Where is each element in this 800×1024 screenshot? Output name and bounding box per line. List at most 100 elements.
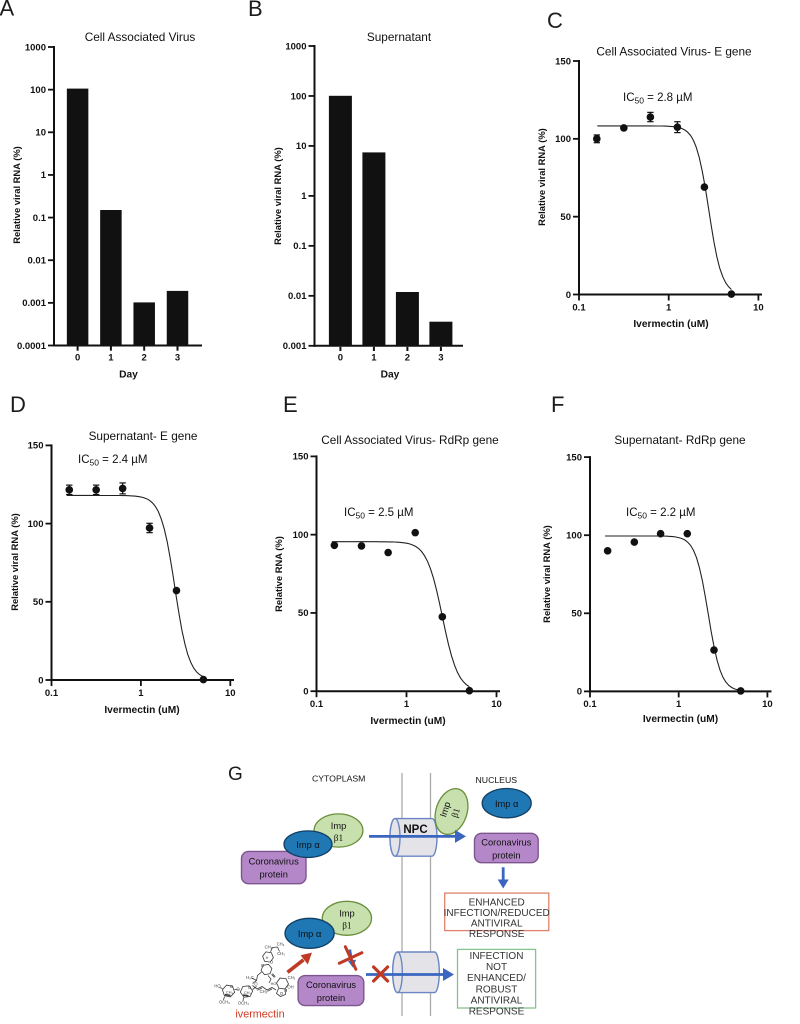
svg-text:IC50 = 2.5 µM: IC50 = 2.5 µM xyxy=(344,507,413,520)
svg-text:150: 150 xyxy=(293,452,309,463)
svg-text:1: 1 xyxy=(404,699,410,710)
svg-text:Ivermectin (uM): Ivermectin (uM) xyxy=(633,319,708,330)
svg-text:3: 3 xyxy=(175,353,180,364)
svg-text:C: C xyxy=(547,8,563,33)
svg-text:Cell Associated Virus- E gene: Cell Associated Virus- E gene xyxy=(596,45,752,59)
svg-text:1: 1 xyxy=(371,353,377,364)
svg-text:Relative viral RNA (%): Relative viral RNA (%) xyxy=(541,525,552,623)
svg-text:β1: β1 xyxy=(342,921,352,931)
svg-text:Day: Day xyxy=(119,370,138,381)
svg-text:NPC: NPC xyxy=(403,824,427,836)
svg-text:Imp α: Imp α xyxy=(298,929,322,939)
svg-text:ENHANCED/: ENHANCED/ xyxy=(467,973,526,984)
svg-text:protein: protein xyxy=(492,851,520,861)
svg-text:100: 100 xyxy=(291,91,307,102)
svg-text:Cell Associated Virus- RdRp ge: Cell Associated Virus- RdRp gene xyxy=(321,433,499,447)
svg-text:IC50 = 2.2 µM: IC50 = 2.2 µM xyxy=(626,507,695,520)
svg-text:1000: 1000 xyxy=(285,41,306,52)
svg-text:NUCLEUS: NUCLEUS xyxy=(476,775,518,785)
svg-text:50: 50 xyxy=(33,597,44,608)
svg-text:O: O xyxy=(261,963,265,968)
svg-text:Supernatant: Supernatant xyxy=(367,30,432,44)
svg-text:0.1: 0.1 xyxy=(293,241,307,252)
svg-text:0.0001: 0.0001 xyxy=(17,341,47,352)
svg-text:H: H xyxy=(284,988,287,993)
svg-text:50: 50 xyxy=(571,609,582,620)
svg-text:Impβ1: Impβ1 xyxy=(438,801,464,823)
svg-text:Coronavirus: Coronavirus xyxy=(481,838,531,848)
svg-text:protein: protein xyxy=(259,870,287,880)
svg-text:1000: 1000 xyxy=(25,42,46,53)
svg-text:CH₃: CH₃ xyxy=(277,951,285,956)
svg-text:CH₃: CH₃ xyxy=(265,945,273,950)
svg-text:Relative viral RNA (%): Relative viral RNA (%) xyxy=(9,513,20,611)
svg-text:ANTIVIRAL: ANTIVIRAL xyxy=(471,919,523,930)
svg-text:Day: Day xyxy=(381,370,400,381)
svg-text:OCH₃: OCH₃ xyxy=(238,1001,249,1006)
svg-text:0: 0 xyxy=(303,687,308,698)
svg-text:1: 1 xyxy=(301,191,307,202)
svg-text:10: 10 xyxy=(491,699,502,710)
svg-text:1: 1 xyxy=(41,170,47,181)
svg-text:CH₃: CH₃ xyxy=(260,989,268,994)
svg-text:2: 2 xyxy=(142,353,147,364)
svg-text:10: 10 xyxy=(225,688,236,699)
svg-text:150: 150 xyxy=(28,441,44,452)
svg-text:O: O xyxy=(236,987,240,992)
svg-text:100: 100 xyxy=(293,530,309,541)
svg-text:Imp α: Imp α xyxy=(495,799,519,809)
svg-text:O: O xyxy=(280,991,284,996)
svg-text:1: 1 xyxy=(676,699,682,710)
svg-text:E: E xyxy=(283,392,298,417)
svg-text:NOT: NOT xyxy=(486,962,507,973)
svg-text:protein: protein xyxy=(317,993,345,1003)
svg-text:Imp α: Imp α xyxy=(296,840,320,850)
svg-text:3: 3 xyxy=(438,353,443,364)
svg-text:0.001: 0.001 xyxy=(22,298,46,309)
svg-text:10: 10 xyxy=(753,302,764,313)
svg-text:100: 100 xyxy=(30,85,46,96)
svg-text:100: 100 xyxy=(28,519,44,530)
svg-text:Supernatant- RdRp gene: Supernatant- RdRp gene xyxy=(614,433,746,447)
svg-text:150: 150 xyxy=(555,56,571,67)
svg-text:ROBUST: ROBUST xyxy=(476,984,518,995)
svg-text:1: 1 xyxy=(138,688,144,699)
svg-text:0.1: 0.1 xyxy=(583,699,597,710)
svg-text:CH₃: CH₃ xyxy=(277,942,285,947)
svg-text:RESPONSE: RESPONSE xyxy=(469,1007,525,1018)
svg-text:F: F xyxy=(551,392,564,417)
svg-text:Ivermectin (uM): Ivermectin (uM) xyxy=(643,714,718,725)
svg-text:0: 0 xyxy=(75,353,80,364)
svg-text:INFECTION: INFECTION xyxy=(470,951,524,962)
svg-text:0: 0 xyxy=(577,687,582,698)
svg-text:0: 0 xyxy=(38,675,43,686)
svg-text:CH₃: CH₃ xyxy=(288,975,296,980)
svg-text:Ivermectin (uM): Ivermectin (uM) xyxy=(104,705,179,716)
svg-text:CH₃: CH₃ xyxy=(244,991,251,995)
svg-text:0.1: 0.1 xyxy=(572,302,586,313)
svg-text:β1: β1 xyxy=(334,834,344,844)
svg-text:ANTIVIRAL: ANTIVIRAL xyxy=(471,995,523,1006)
svg-text:10: 10 xyxy=(762,699,773,710)
svg-text:H₃C: H₃C xyxy=(246,975,254,980)
svg-text:H: H xyxy=(266,956,269,960)
svg-text:ENHANCED: ENHANCED xyxy=(469,897,525,908)
svg-text:50: 50 xyxy=(560,212,571,223)
svg-text:0.1: 0.1 xyxy=(33,213,47,224)
svg-text:0.001: 0.001 xyxy=(283,341,307,352)
svg-text:Coronavirus: Coronavirus xyxy=(306,980,356,990)
svg-text:10: 10 xyxy=(35,128,46,139)
svg-text:Imp: Imp xyxy=(339,908,355,918)
svg-text:0.1: 0.1 xyxy=(310,699,324,710)
svg-text:Relative RNA (%): Relative RNA (%) xyxy=(273,536,284,612)
svg-text:O: O xyxy=(230,984,234,989)
svg-text:0.1: 0.1 xyxy=(45,688,59,699)
svg-text:CH₃: CH₃ xyxy=(226,991,233,995)
svg-text:A: A xyxy=(0,0,15,21)
svg-text:0.01: 0.01 xyxy=(288,291,307,302)
svg-text:10: 10 xyxy=(296,141,307,152)
svg-text:O: O xyxy=(270,960,274,965)
svg-text:ivermectin: ivermectin xyxy=(235,1009,284,1020)
svg-text:RESPONSE: RESPONSE xyxy=(469,929,525,940)
svg-text:100: 100 xyxy=(555,134,571,145)
